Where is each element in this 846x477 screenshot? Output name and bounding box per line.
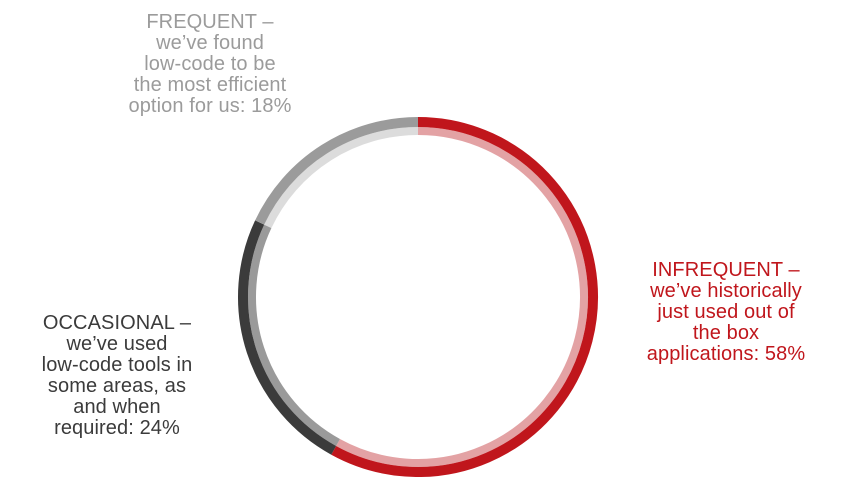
slice-infrequent xyxy=(331,117,598,477)
slice-infrequent-inner xyxy=(336,127,588,467)
slice-occasional xyxy=(238,220,337,455)
data-label-infrequent: INFREQUENT – we’ve historically just use… xyxy=(646,259,806,365)
slice-frequent-inner xyxy=(264,127,419,229)
slice-occasional-inner xyxy=(248,224,340,446)
donut-slices xyxy=(238,117,598,477)
slice-frequent xyxy=(255,117,419,225)
data-label-frequent: FREQUENT – we’ve found low-code to be th… xyxy=(128,11,292,117)
data-label-occasional: OCCASIONAL – we’ve used low-code tools i… xyxy=(41,312,193,439)
